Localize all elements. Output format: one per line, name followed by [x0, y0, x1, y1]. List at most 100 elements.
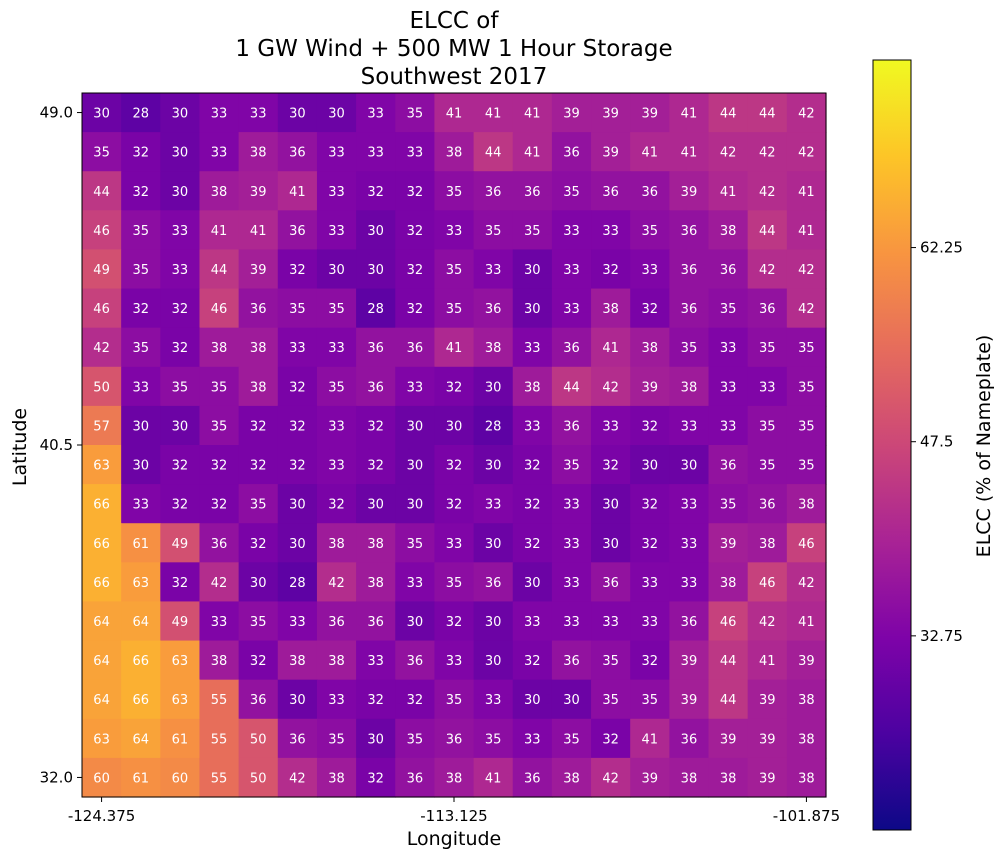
heatmap-cell-label: 66 — [132, 693, 149, 708]
heatmap-cell-label: 30 — [485, 459, 502, 474]
heatmap-cell — [747, 405, 788, 446]
heatmap-cell — [473, 405, 514, 446]
heatmap-cell-label: 33 — [563, 537, 580, 552]
heatmap-cell-label: 60 — [93, 771, 110, 786]
heatmap-cell-label: 38 — [798, 498, 815, 513]
heatmap-cell-label: 30 — [407, 419, 424, 434]
heatmap-cell — [434, 601, 475, 642]
heatmap-cell-label: 28 — [485, 419, 502, 434]
heatmap-cell — [82, 601, 122, 642]
heatmap-cell-label: 36 — [642, 185, 659, 200]
heatmap-cell-label: 32 — [407, 224, 424, 239]
heatmap-cell-label: 33 — [681, 419, 698, 434]
heatmap-cell-label: 30 — [642, 459, 659, 474]
heatmap-cell-label: 35 — [720, 302, 737, 317]
heatmap-cell-label: 28 — [132, 107, 149, 122]
heatmap-cell — [277, 171, 318, 211]
heatmap-cell-label: 38 — [759, 537, 776, 552]
heatmap-cell — [551, 484, 592, 524]
heatmap-cell — [277, 679, 318, 720]
heatmap-cell-label: 35 — [798, 380, 815, 395]
heatmap-cell-label: 38 — [250, 146, 267, 161]
heatmap-cell-label: 30 — [367, 498, 384, 513]
heatmap-cell-label: 64 — [132, 615, 149, 630]
heatmap-cell-label: 49 — [93, 263, 110, 278]
heatmap-cell-label: 32 — [367, 419, 384, 434]
heatmap-cell — [747, 327, 788, 368]
heatmap-cell — [356, 484, 396, 524]
heatmap-cell-label: 35 — [328, 380, 345, 395]
heatmap-cell — [277, 484, 318, 524]
heatmap-cell-label: 33 — [172, 263, 189, 278]
heatmap-cell-label: 32 — [289, 459, 306, 474]
heatmap-cell — [121, 679, 161, 720]
heatmap-cell-label: 42 — [720, 146, 737, 161]
heatmap-cell — [708, 757, 749, 798]
heatmap-cell — [591, 523, 631, 563]
heatmap-cell — [708, 484, 749, 524]
heatmap-cell-label: 35 — [798, 459, 815, 474]
heatmap-cell-label: 38 — [485, 341, 502, 356]
heatmap-cell — [512, 171, 553, 211]
heatmap-cell-label: 33 — [642, 615, 659, 630]
heatmap-cell — [708, 210, 749, 251]
heatmap-cell — [356, 327, 396, 368]
heatmap-cell-label: 41 — [798, 185, 815, 200]
heatmap-cell — [199, 718, 240, 759]
heatmap-cell-label: 32 — [367, 771, 384, 786]
heatmap-cell — [669, 601, 710, 642]
y-axis-ticks: 49.0 40.5 32.0 — [40, 104, 82, 786]
heatmap-cell-labels: 30 28 30 33 33 30 30 33 35 41 41 41 39 39 39 41 44 44 42 35… — [93, 107, 814, 787]
heatmap-cell-label: 33 — [602, 615, 619, 630]
heatmap-cell — [121, 562, 161, 603]
heatmap-cell — [316, 640, 357, 681]
heatmap-cell-label: 33 — [407, 576, 424, 591]
heatmap-cell — [708, 366, 749, 407]
heatmap-cell — [395, 366, 436, 407]
heatmap-cell-label: 32 — [211, 459, 228, 474]
heatmap-cell — [630, 171, 670, 211]
heatmap-cell — [160, 93, 201, 133]
heatmap-cell — [356, 93, 396, 133]
heatmap-cell-label: 30 — [524, 302, 541, 317]
heatmap-cell — [630, 249, 670, 290]
heatmap-cell — [669, 366, 710, 407]
heatmap-cell-label: 32 — [132, 146, 149, 161]
heatmap-cell-label: 36 — [563, 654, 580, 669]
heatmap-cell-label: 66 — [93, 537, 110, 552]
heatmap-cell — [551, 366, 592, 407]
heatmap-cell-label: 32 — [602, 459, 619, 474]
heatmap-cell — [121, 757, 161, 798]
heatmap-cell-label: 61 — [172, 732, 189, 747]
heatmap-cell — [316, 405, 357, 446]
heatmap-cell-label: 36 — [211, 537, 228, 552]
heatmap-cell-label: 36 — [602, 185, 619, 200]
heatmap-cell-label: 35 — [407, 732, 424, 747]
heatmap-cell-label: 30 — [407, 498, 424, 513]
heatmap-cell — [121, 484, 161, 524]
heatmap-cell-label: 66 — [132, 654, 149, 669]
heatmap-cell — [551, 93, 592, 133]
heatmap-cell-label: 42 — [759, 185, 776, 200]
heatmap-cell-label: 36 — [602, 576, 619, 591]
heatmap-cell — [591, 249, 631, 290]
heatmap-cell-label: 35 — [720, 498, 737, 513]
heatmap-cell-label: 38 — [563, 771, 580, 786]
colorbar-tick-label: 62.25 — [920, 239, 963, 257]
heatmap-cell-label: 30 — [446, 419, 463, 434]
heatmap-cell — [238, 484, 279, 524]
heatmap-cell-label: 35 — [524, 224, 541, 239]
heatmap-cell — [630, 445, 670, 485]
heatmap-cell — [160, 484, 201, 524]
heatmap-cell — [434, 366, 475, 407]
heatmap-cell — [551, 757, 592, 798]
heatmap-cell-label: 64 — [93, 693, 110, 708]
heatmap-cell-label: 33 — [524, 732, 541, 747]
heatmap-cell — [591, 640, 631, 681]
heatmap-cell-label: 30 — [289, 498, 306, 513]
heatmap-cell-label: 32 — [289, 263, 306, 278]
heatmap-cell — [395, 640, 436, 681]
heatmap-cell-label: 33 — [250, 107, 267, 122]
heatmap-cell — [591, 405, 631, 446]
heatmap-cell — [434, 640, 475, 681]
